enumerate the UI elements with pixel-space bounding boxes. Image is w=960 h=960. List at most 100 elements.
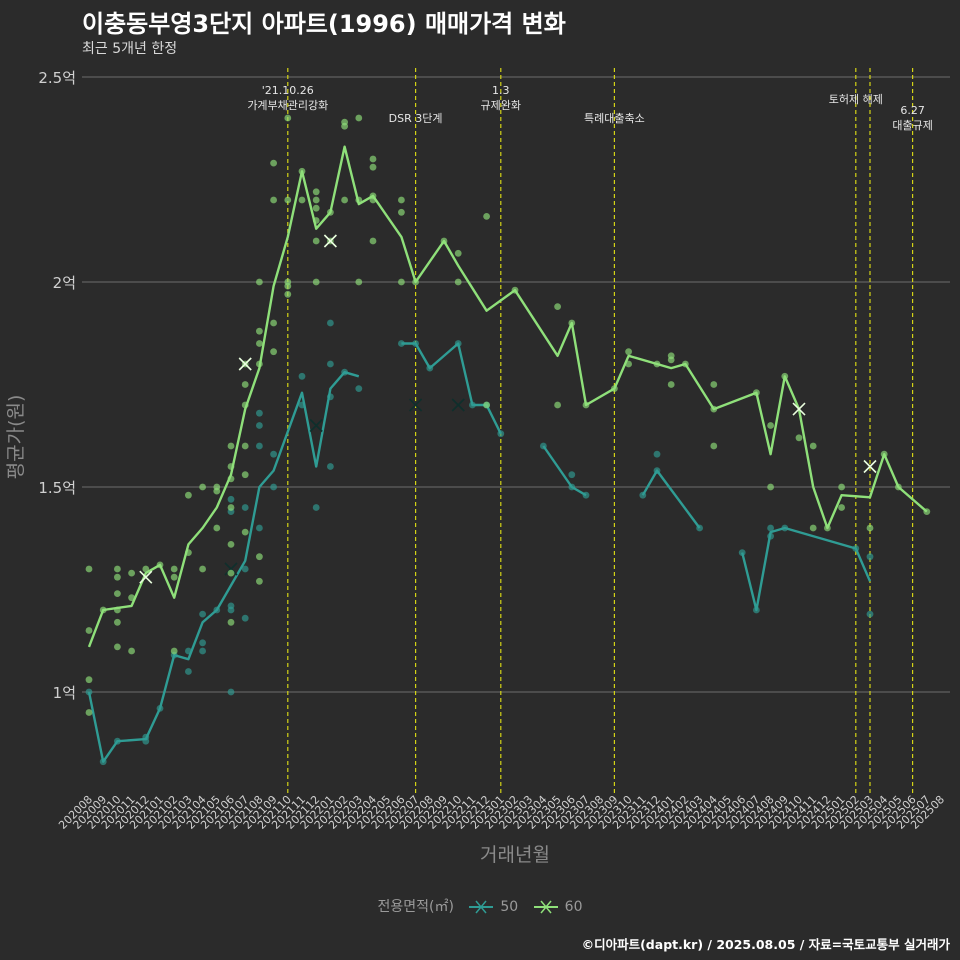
data-point (241, 528, 249, 536)
event-label: 1.3 (492, 84, 510, 97)
event-label: 6.27 (900, 104, 925, 117)
data-point (327, 360, 334, 368)
data-point (710, 381, 718, 388)
data-point (256, 340, 263, 347)
data-point (170, 573, 178, 581)
data-point (667, 381, 675, 388)
data-point (199, 565, 207, 573)
legend-label-50: 50 (500, 899, 519, 915)
data-point (241, 381, 249, 388)
data-point (256, 278, 263, 286)
data-point (398, 208, 405, 216)
data-point (241, 442, 249, 450)
data-point (213, 524, 221, 532)
data-point (256, 577, 263, 585)
data-point (454, 278, 462, 286)
legend-key-60 (533, 900, 558, 914)
data-point (312, 504, 320, 511)
data-point (327, 463, 334, 470)
avg-line (542, 445, 587, 497)
cross-marker (323, 234, 337, 248)
data-point (270, 450, 277, 458)
data-point (256, 442, 263, 450)
data-point (256, 422, 263, 429)
series-layer (85, 114, 931, 766)
y-axis-title: 평균가(원) (5, 395, 27, 480)
data-point (284, 290, 292, 298)
x-axis-title: 거래년월 (480, 844, 550, 866)
event-label: 가계부채관리강화 (247, 99, 328, 112)
data-point (738, 549, 746, 556)
data-point (767, 524, 774, 532)
event-label: '21.10.26 (262, 84, 314, 97)
legend-item-50[interactable]: 50 (468, 898, 518, 916)
avg-line (87, 145, 928, 648)
event-label: 대출규제 (892, 119, 932, 132)
cross-marker (451, 398, 465, 412)
data-point (767, 483, 774, 491)
legend-key-50 (469, 900, 494, 914)
data-point (312, 237, 320, 245)
data-point (241, 471, 249, 479)
data-point (256, 553, 263, 561)
data-point (270, 348, 277, 356)
y-tick-label: 2.5억 (38, 69, 76, 87)
cross-marker (863, 459, 877, 474)
data-point (284, 282, 292, 290)
cross-stroke (323, 234, 337, 248)
data-point (327, 319, 334, 327)
avg-line (741, 526, 872, 612)
data-point (256, 409, 263, 417)
data-point (284, 114, 292, 122)
legend: 전용면적(㎡) 50 60 (0, 896, 960, 916)
legend-title: 전용면적(㎡) (377, 899, 454, 915)
cross-marker (409, 398, 423, 412)
legend-item-60[interactable]: 60 (533, 898, 583, 916)
cross-stroke (451, 398, 465, 412)
cross-stroke (224, 562, 238, 576)
data-point (369, 237, 377, 245)
data-point (554, 401, 561, 409)
series-60 (85, 114, 931, 716)
data-point (85, 709, 93, 716)
grid-lines (82, 76, 950, 693)
data-point (114, 590, 121, 597)
data-point (312, 196, 320, 204)
data-point (241, 504, 249, 511)
data-point (227, 602, 235, 610)
data-point (227, 688, 235, 696)
data-point (241, 565, 249, 573)
data-point (256, 524, 263, 532)
data-point (199, 610, 207, 618)
data-point (128, 569, 136, 577)
data-point (270, 483, 277, 491)
data-point (199, 647, 207, 655)
data-point (85, 627, 93, 634)
source-caption: ©디아파트(dapt.kr) / 2025.08.05 / 자료=국토교통부 실… (581, 937, 950, 952)
cross-marker (309, 418, 323, 433)
data-point (284, 196, 292, 204)
chart-title: 이충동부영3단지 아파트(1996) 매매가격 변화 (82, 10, 566, 38)
data-point (398, 196, 405, 204)
data-point (369, 163, 377, 171)
data-point (114, 618, 121, 626)
data-point (568, 471, 576, 479)
data-point (653, 450, 661, 458)
cross-marker (224, 562, 238, 576)
series-50 (85, 319, 874, 766)
data-point (114, 565, 121, 573)
cross-marker (238, 357, 252, 371)
data-point (185, 668, 192, 675)
data-point (866, 524, 874, 532)
event-label: 특례대출축소 (584, 112, 645, 125)
data-point (355, 385, 363, 392)
data-point (795, 434, 803, 442)
data-point (554, 303, 561, 310)
data-point (256, 327, 263, 335)
cross-stroke (409, 398, 423, 412)
cross-stroke (139, 570, 153, 584)
y-tick-label: 1.5억 (38, 479, 76, 497)
data-point (866, 553, 874, 561)
